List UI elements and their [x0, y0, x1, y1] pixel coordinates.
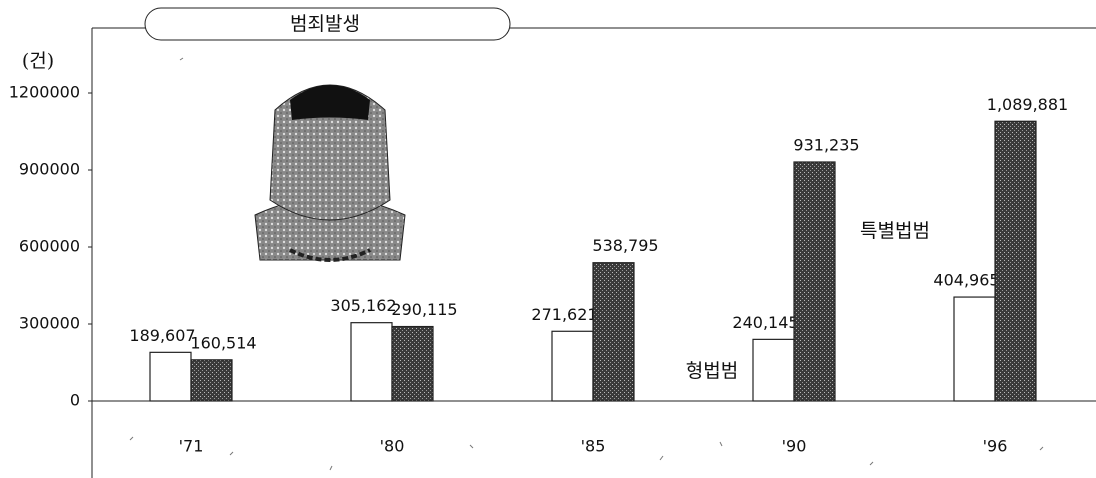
- value-label: 538,795: [592, 236, 658, 255]
- value-label: 404,965: [933, 271, 999, 290]
- bar: [994, 120, 1037, 402]
- bar: [190, 359, 233, 402]
- x-tick-label: '90: [782, 437, 807, 456]
- bar: [752, 338, 795, 402]
- x-tick-label: '85: [581, 437, 606, 456]
- y-tick-label: 1200000: [9, 83, 80, 102]
- bar: [793, 161, 836, 402]
- bar: [551, 330, 594, 402]
- y-tick-label: 900000: [19, 160, 80, 179]
- value-label: 160,514: [190, 333, 256, 352]
- value-label: 271,621: [531, 305, 597, 324]
- title-box: [144, 7, 511, 41]
- y-tick-label: 600000: [19, 237, 80, 256]
- value-label: 305,162: [330, 296, 396, 315]
- bar: [592, 262, 635, 402]
- value-label: 240,145: [732, 313, 798, 332]
- legend-label: 형법범: [686, 360, 738, 382]
- value-label: 189,607: [129, 326, 195, 345]
- x-tick-label: '71: [179, 437, 204, 456]
- y-tick-label: 0: [70, 391, 80, 410]
- y-axis-label: (건): [22, 50, 54, 72]
- value-label: 290,115: [391, 300, 457, 319]
- bar: [953, 296, 996, 402]
- bar: [391, 325, 434, 402]
- illustration: [254, 84, 406, 262]
- y-tick-label: 300000: [19, 314, 80, 333]
- x-tick-label: '96: [983, 437, 1008, 456]
- bar: [350, 322, 393, 402]
- legend-label: 특별법범: [860, 220, 930, 242]
- chart-title: 범죄발생: [290, 13, 360, 35]
- value-label: 1,089,881: [987, 95, 1068, 114]
- noise: [129, 57, 1044, 471]
- value-label: 931,235: [793, 135, 859, 154]
- bar: [149, 351, 192, 402]
- x-tick-label: '80: [380, 437, 405, 456]
